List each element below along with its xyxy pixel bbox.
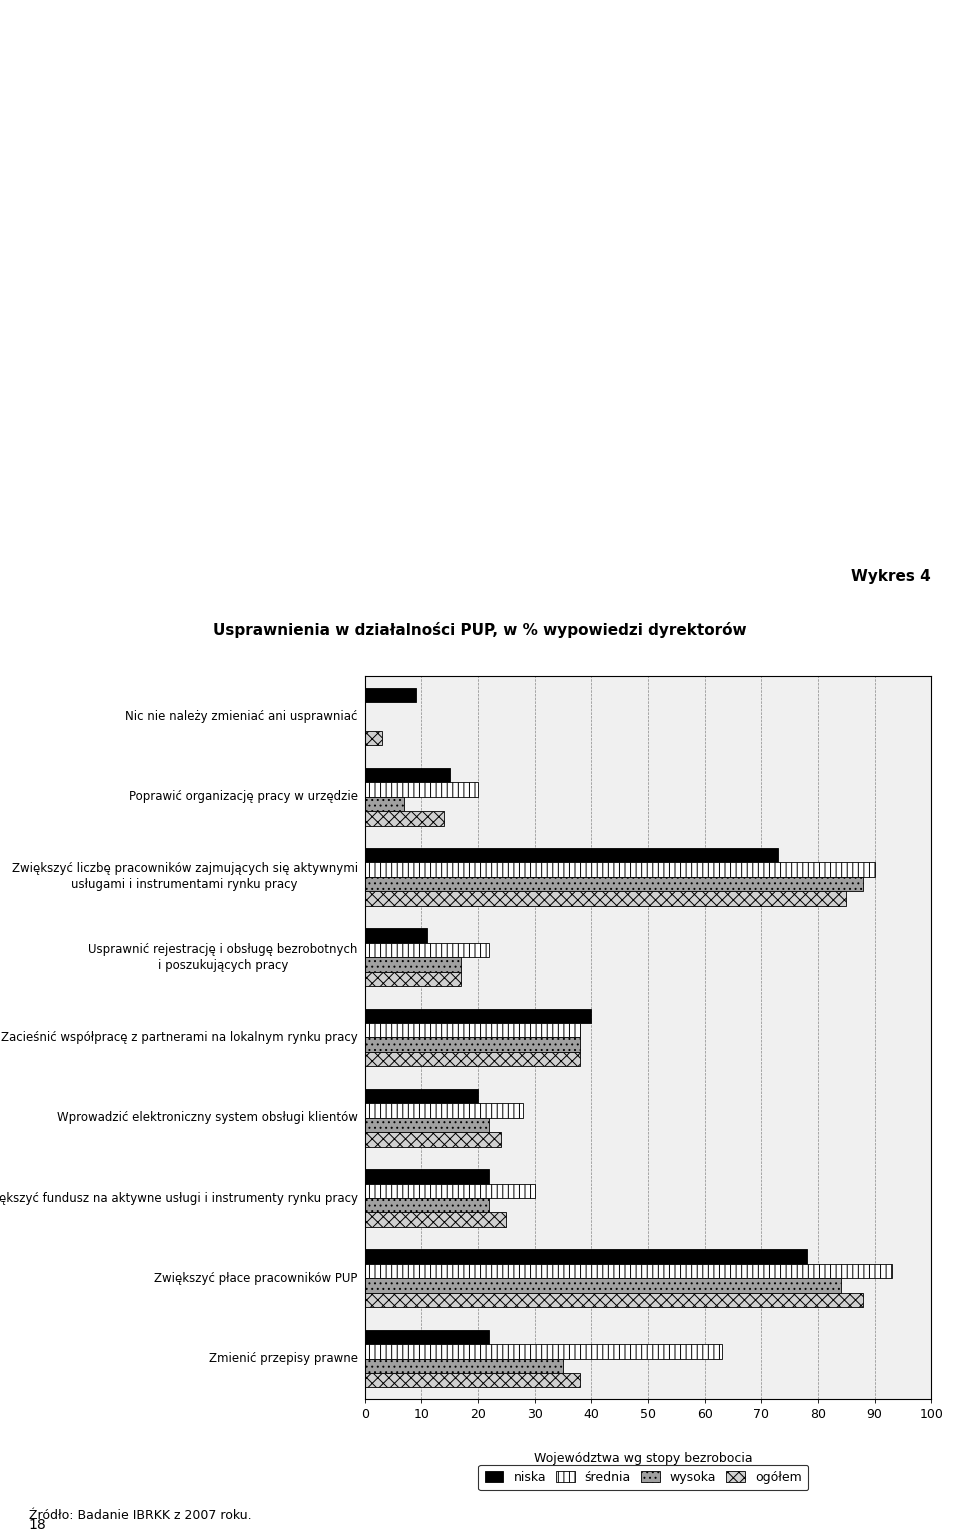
Bar xyxy=(365,687,416,702)
Bar xyxy=(365,878,863,891)
Bar xyxy=(365,768,449,782)
Bar xyxy=(365,1359,563,1373)
Legend: niska, średnia, wysoka, ogółem: niska, średnia, wysoka, ogółem xyxy=(478,1465,808,1491)
Bar xyxy=(365,958,461,971)
Bar xyxy=(365,1183,535,1197)
Text: Zwiększyć fundusz na aktywne usługi i instrumenty rynku pracy: Zwiększyć fundusz na aktywne usługi i in… xyxy=(0,1191,358,1205)
Bar xyxy=(365,1330,490,1343)
Bar xyxy=(365,1008,591,1024)
Bar xyxy=(365,1133,501,1147)
Text: Źródło: Badanie IBRKK z 2007 roku.: Źródło: Badanie IBRKK z 2007 roku. xyxy=(29,1509,252,1522)
Bar xyxy=(365,942,490,958)
Bar xyxy=(365,1197,490,1213)
Bar xyxy=(365,1037,580,1051)
Bar xyxy=(365,1250,806,1263)
Bar xyxy=(365,1117,490,1133)
Text: Nic nie należy zmieniać ani usprawniać: Nic nie należy zmieniać ani usprawniać xyxy=(126,710,358,722)
Bar xyxy=(365,848,779,862)
Bar xyxy=(365,732,382,745)
Bar xyxy=(365,1170,490,1183)
Text: Zmienić przepisy prawne: Zmienić przepisy prawne xyxy=(208,1353,358,1365)
Bar xyxy=(365,1024,580,1037)
Text: 18: 18 xyxy=(29,1519,46,1532)
Bar xyxy=(365,1293,863,1306)
Text: Województwa wg stopy bezrobocia: Województwa wg stopy bezrobocia xyxy=(534,1452,753,1465)
Bar xyxy=(365,971,461,987)
Bar xyxy=(365,1263,892,1279)
Text: Zwiększyć liczbę pracowników zajmujących się aktywnymi
usługami i instrumentami : Zwiększyć liczbę pracowników zajmujących… xyxy=(12,862,358,891)
Text: Poprawić organizację pracy w urzędzie: Poprawić organizację pracy w urzędzie xyxy=(129,790,358,804)
Bar xyxy=(365,1343,722,1359)
Text: Wykres 4: Wykres 4 xyxy=(852,569,931,584)
Bar xyxy=(365,812,444,825)
Text: Zwiększyć płace pracowników PUP: Zwiększyć płace pracowników PUP xyxy=(155,1271,358,1285)
Bar xyxy=(365,796,404,812)
Bar xyxy=(365,1213,507,1227)
Text: Zacieśnić współpracę z partnerami na lokalnym rynku pracy: Zacieśnić współpracę z partnerami na lok… xyxy=(1,1031,358,1044)
Text: Wprowadzić elektroniczny system obsługi klientów: Wprowadzić elektroniczny system obsługi … xyxy=(57,1111,358,1124)
Bar xyxy=(365,862,875,878)
Bar xyxy=(365,1051,580,1067)
Text: Usprawnienia w działalności PUP, w % wypowiedzi dyrektorów: Usprawnienia w działalności PUP, w % wyp… xyxy=(213,622,747,638)
Text: Usprawnić rejestrację i obsługę bezrobotnych
i poszukujących pracy: Usprawnić rejestrację i obsługę bezrobot… xyxy=(88,942,358,971)
Bar xyxy=(365,928,427,942)
Bar xyxy=(365,1088,478,1104)
Bar xyxy=(365,782,478,796)
Bar xyxy=(365,1104,523,1117)
Bar xyxy=(365,1279,841,1293)
Bar xyxy=(365,1373,580,1388)
Bar xyxy=(365,891,846,905)
